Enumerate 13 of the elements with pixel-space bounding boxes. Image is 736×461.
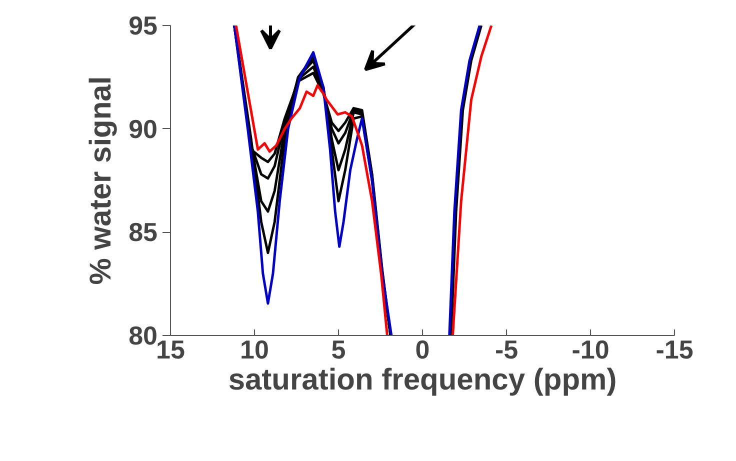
- x-tick-label: 15: [156, 334, 185, 364]
- x-axis-title: saturation frequency (ppm): [228, 364, 617, 396]
- x-tick-label: -15: [656, 334, 694, 364]
- y-tick-label: 85: [128, 217, 158, 248]
- y-tick-label: 95: [128, 10, 158, 40]
- x-tick-label: -5: [494, 334, 518, 364]
- x-tick-label: 0: [415, 334, 430, 364]
- y-tick-label: 90: [128, 114, 158, 144]
- y-axis-title: % water signal: [84, 76, 118, 285]
- y-tick-label: 80: [128, 320, 158, 350]
- x-tick-label: 10: [240, 334, 269, 364]
- x-tick-label: -10: [572, 334, 610, 364]
- x-tick-label: 5: [331, 334, 346, 364]
